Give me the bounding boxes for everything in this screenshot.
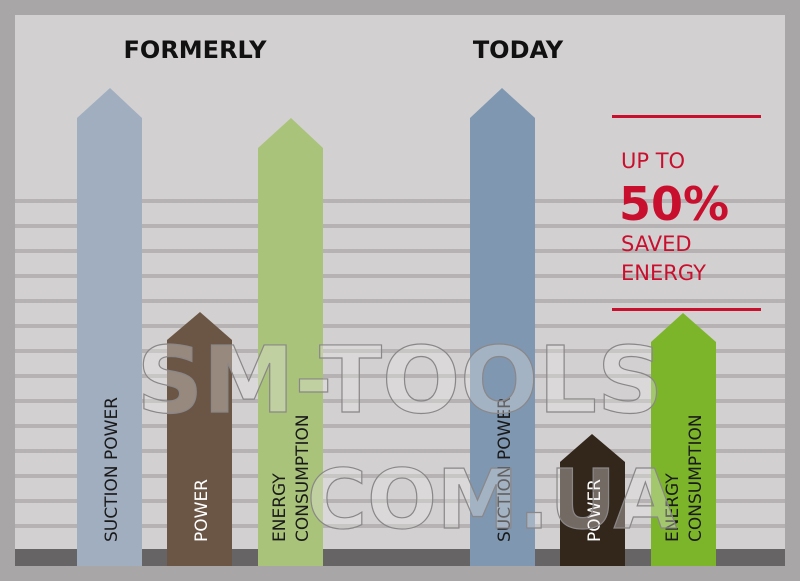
stripe-line	[15, 349, 785, 353]
label-today-consumption: CONSUMPTION	[686, 414, 706, 542]
stripe-line	[15, 274, 785, 278]
heading-today: TODAY	[473, 36, 564, 64]
stripe-line	[15, 449, 785, 453]
stripe-line	[15, 324, 785, 328]
callout-bottom-rule	[612, 308, 761, 311]
label-formerly-energy: ENERGY	[270, 473, 290, 542]
label-today-energy: ENERGY	[663, 473, 683, 542]
callout-energy: ENERGY	[621, 261, 706, 285]
watermark-line1: SM-TOOLS	[137, 327, 664, 434]
stripe-line	[15, 524, 785, 528]
stripe-line	[15, 474, 785, 478]
callout-up-to: UP TO	[621, 149, 685, 173]
label-today-power: POWER	[585, 479, 605, 542]
stripe-line	[15, 224, 785, 228]
arrow-today-suction-power	[470, 88, 535, 566]
label-formerly-power: POWER	[192, 479, 212, 542]
savings-callout: UP TO 50% SAVED ENERGY	[612, 115, 761, 311]
callout-top-rule	[612, 115, 761, 118]
arrow-formerly-suction-power	[77, 88, 142, 566]
stripe-line	[15, 299, 785, 303]
stripe-line	[15, 199, 785, 203]
heading-formerly: FORMERLY	[124, 36, 268, 64]
label-formerly-consumption: CONSUMPTION	[293, 414, 313, 542]
arrow-formerly-power	[167, 312, 232, 566]
label-formerly-suction-power: SUCTION POWER	[102, 397, 122, 542]
arrow-today-power	[560, 434, 625, 566]
background-stripes	[15, 199, 785, 528]
arrow-formerly-energy-consumption	[258, 118, 323, 566]
stripe-line	[15, 499, 785, 503]
callout-saved: SAVED	[621, 232, 692, 256]
stripe-line	[15, 424, 785, 428]
arrow-today-energy-consumption	[651, 313, 716, 566]
stripe-line	[15, 249, 785, 253]
stripe-line	[15, 399, 785, 403]
label-today-suction-power: SUCTION POWER	[495, 397, 515, 542]
callout-percent: 50%	[619, 177, 729, 231]
watermark-line2: COM.UA	[307, 453, 678, 548]
stripe-line	[15, 374, 785, 378]
